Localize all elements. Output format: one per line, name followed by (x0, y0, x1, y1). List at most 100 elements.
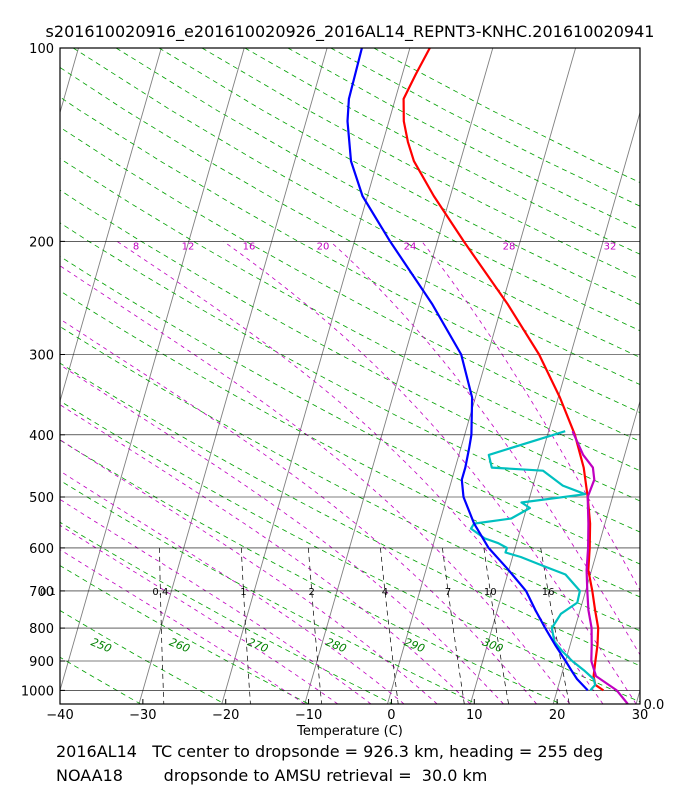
mixing-ratio-label: 10 (484, 587, 497, 598)
moist-adiabat-line (60, 404, 471, 704)
dry-adiabat-line (60, 521, 393, 704)
isotherm-line (469, 110, 640, 704)
mixing-ratio-line (159, 547, 165, 704)
moist-adiabat-line (60, 524, 339, 704)
temperature-trace (402, 48, 605, 692)
mixing-ratio-line (308, 547, 322, 704)
moist-adiabat-line (60, 498, 372, 704)
moist-adiabat-label: 12 (182, 241, 195, 252)
moist-adiabat-line (60, 318, 537, 704)
x-tick-label: −10 (295, 708, 322, 723)
moist-adiabat-label: 28 (503, 241, 516, 252)
mixing-ratio-line (483, 547, 509, 704)
dry-adiabat-label: 250 (89, 636, 113, 656)
moist-adiabat-line (60, 439, 438, 704)
dry-adiabat-line (60, 656, 141, 704)
isotherm-line (221, 48, 411, 704)
x-tick-label: −20 (212, 708, 239, 723)
dry-adiabat-line (60, 290, 640, 598)
mixing-ratio-label: 16 (542, 587, 555, 598)
mixing-ratio-label: 0.1 (40, 587, 56, 598)
y-tick-label: 900 (29, 655, 54, 670)
dry-adiabat-line (60, 255, 640, 565)
dry-adiabat-line (60, 362, 640, 667)
dry-adiabat-label: 280 (324, 636, 348, 656)
mixing-ratio-label: 4 (382, 587, 388, 598)
y-tick-label: 400 (29, 429, 54, 444)
info-line-satellite: NOAA18 dropsonde to AMSU retrieval = 30.… (56, 766, 488, 785)
chart-title: s201610020916_e201610020926_2016AL14_REP… (45, 22, 655, 41)
dry-adiabat-line (60, 126, 640, 442)
mixing-ratio-line (540, 547, 570, 704)
dry-adiabat-line (201, 48, 640, 280)
x-tick-label: −40 (46, 708, 73, 723)
mixing-ratio-label: 7 (445, 587, 451, 598)
dry-adiabat-line (158, 48, 640, 306)
x-tick-label: −30 (129, 708, 156, 723)
moist-adiabat-line (60, 265, 571, 704)
y-tick-label: 1000 (21, 684, 54, 699)
y-tick-label: 800 (29, 622, 54, 637)
isotherm-line (387, 48, 577, 704)
dry-adiabat-label: 260 (167, 636, 191, 656)
dry-adiabat-line (60, 67, 640, 386)
corner-label: 0.0 (644, 698, 665, 713)
y-tick-label: 200 (29, 235, 54, 250)
y-tick-label: 700 (29, 585, 54, 600)
isotherm-line (60, 48, 245, 693)
isotherm-line (552, 399, 640, 704)
moist-adiabat-label: 16 (243, 241, 256, 252)
moist-adiabat-line (60, 470, 405, 704)
dry-adiabat-line (0, 48, 57, 704)
moist-adiabat-line (60, 364, 504, 704)
dry-adiabat-line (60, 158, 640, 472)
dry-adiabat-line (373, 48, 640, 183)
dry-adiabat-line (60, 400, 640, 703)
dry-adiabat-line (60, 222, 640, 533)
moist-adiabat-line (60, 549, 305, 704)
mixing-ratio-label: 2 (308, 587, 314, 598)
plot-area (0, 48, 640, 704)
dry-adiabat-line (60, 439, 561, 704)
dry-adiabat-line (115, 48, 640, 332)
retrieval-temperature-trace (571, 430, 629, 704)
mixing-ratio-line (240, 547, 251, 704)
retrieval-dewpoint-trace (346, 48, 589, 692)
mixing-ratio-line (442, 547, 465, 704)
moist-adiabat-line (223, 241, 637, 704)
dry-adiabat-line (60, 610, 225, 704)
y-tick-label: 300 (29, 348, 54, 363)
dry-adiabat-label: 270 (246, 636, 270, 656)
isotherm-line (60, 48, 162, 403)
moist-adiabat-line (116, 241, 604, 704)
dry-adiabat-line (72, 48, 640, 358)
mixing-ratio-label: 0.4 (152, 587, 168, 598)
plot-frame (59, 47, 641, 705)
isotherm-line (138, 48, 328, 704)
x-tick-label: 0 (387, 708, 395, 723)
isotherm-line (635, 688, 640, 704)
moist-adiabat-label: 8 (133, 241, 139, 252)
info-line-storm: 2016AL14 TC center to dropsonde = 926.3 … (56, 742, 604, 761)
mixing-ratio-label: 1 (240, 587, 246, 598)
x-tick-label: 10 (466, 708, 483, 723)
moist-adiabat-label: 20 (317, 241, 330, 252)
dry-adiabat-label: 290 (402, 636, 426, 656)
x-axis-label: Temperature (C) (297, 724, 403, 739)
moist-adiabat-line (330, 241, 640, 656)
x-tick-label: 20 (549, 708, 566, 723)
dry-adiabat-line (60, 96, 640, 414)
isotherm-line (304, 48, 494, 704)
dry-adiabat-line (60, 565, 309, 704)
y-tick-label: 100 (29, 42, 54, 57)
x-tick-label: 30 (632, 708, 649, 723)
y-tick-label: 600 (29, 542, 54, 557)
y-tick-label: 500 (29, 491, 54, 506)
isotherm-line (60, 48, 79, 115)
dewpoint-trace (469, 430, 597, 692)
moist-adiabat-label: 24 (404, 241, 417, 252)
moist-adiabat-label: 32 (604, 241, 617, 252)
dry-adiabat-line (60, 479, 477, 704)
